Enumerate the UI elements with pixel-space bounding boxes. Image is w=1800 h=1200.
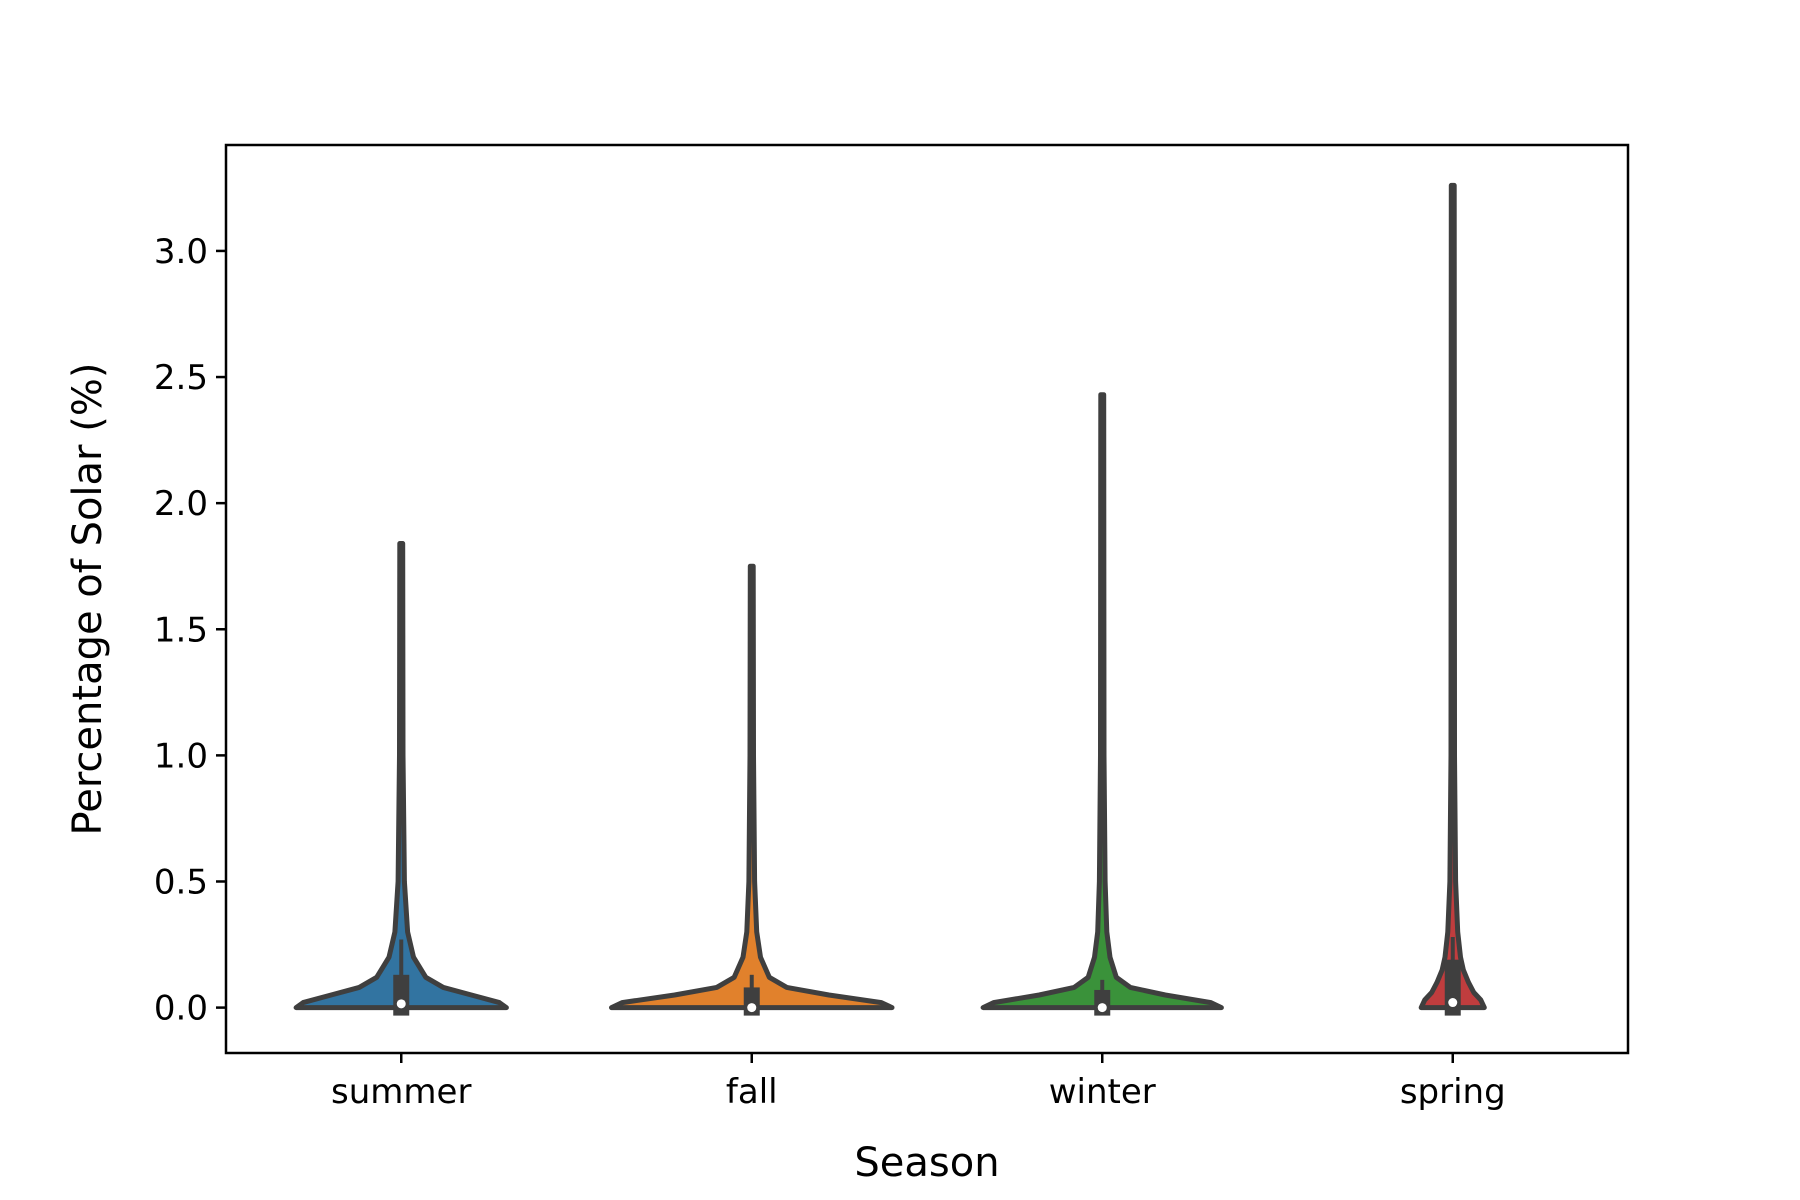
x-tick-label-fall: fall (726, 1072, 778, 1112)
y-tick-label: 1.5 (154, 610, 208, 650)
y-tick-label: 2.5 (154, 358, 208, 398)
x-axis-label: Season (854, 1140, 999, 1186)
y-tick-label: 2.0 (154, 484, 208, 524)
violins-layer (293, 182, 1487, 1016)
x-axis-ticks: summer fall winter spring (331, 1053, 1506, 1112)
iqr-box-spring (1444, 959, 1461, 1016)
y-tick-label: 0.5 (154, 862, 208, 902)
x-tick-label-spring: spring (1400, 1072, 1506, 1112)
median-dot-fall (747, 1003, 757, 1013)
violin-spring (1418, 182, 1487, 1011)
violin-fall (609, 563, 895, 1011)
y-tick-label: 3.0 (154, 232, 208, 272)
y-tick-label: 1.0 (154, 736, 208, 776)
x-tick-label-summer: summer (331, 1072, 471, 1112)
median-dot-summer (396, 999, 406, 1009)
y-axis-label: Percentage of Solar (%) (65, 363, 111, 836)
plot-frame (224, 143, 1630, 1055)
median-dot-winter (1097, 1003, 1107, 1013)
iqr-box-summer (393, 974, 410, 1016)
violin-winter (980, 392, 1224, 1011)
violin-summer (293, 541, 509, 1011)
y-axis-ticks: 0.0 0.5 1.0 1.5 2.0 2.5 3.0 (154, 232, 226, 1029)
median-dot-spring (1448, 998, 1458, 1008)
x-tick-label-winter: winter (1049, 1072, 1156, 1112)
y-tick-label: 0.0 (154, 989, 208, 1029)
